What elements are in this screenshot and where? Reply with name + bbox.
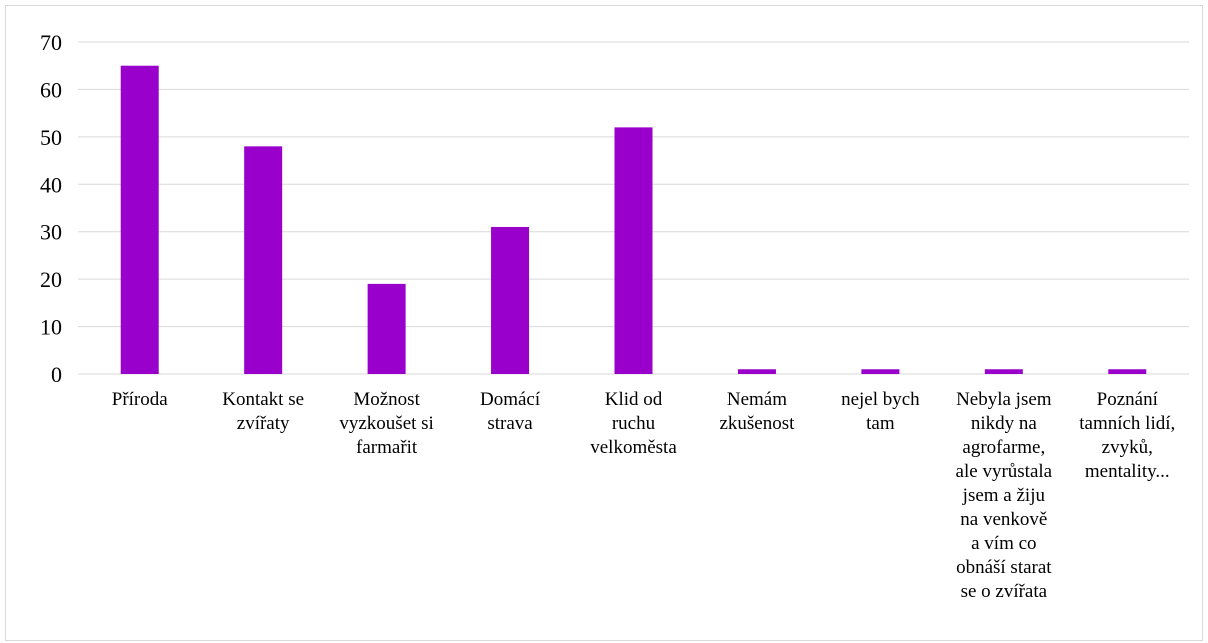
bar [1108,369,1147,374]
x-tick-label-line: agrofarme, [962,437,1046,458]
x-tick-label-line: na venkově [960,509,1048,530]
x-tick-label-line: nejel bych [841,389,920,410]
chart-area: 0 10 20 30 40 50 60 70 Příroda Kontakt se zvířaty… [5,5,1203,641]
x-tick-label-line: obnáší starat [956,557,1052,578]
x-tick-label-line: Možnost [353,389,420,410]
x-tick-label: Klid od ruchu velkoměsta [564,388,704,460]
y-tick-label: 30 [40,220,62,245]
x-tick-label-line: strava [487,413,533,434]
x-tick-label-line: velkoměsta [590,437,677,458]
x-tick-label-line: zvířaty [236,413,290,434]
x-tick-label-line: farmařit [356,437,418,458]
x-tick-label: nejel bych tam [810,388,950,436]
bar [614,127,653,374]
y-tick-label: 10 [40,315,62,340]
x-tick-label: Nemám zkušenost [687,388,827,436]
bar [244,146,283,374]
x-tick-label-line: mentality... [1084,461,1170,482]
bar [984,369,1023,374]
x-tick-label-line: tamních lidí, [1079,413,1176,434]
bar [737,369,776,374]
x-tick-label: Domácí strava [440,388,580,436]
x-tick-label: Kontakt se zvířaty [193,388,333,436]
x-tick-label-line: Nemám [726,389,788,410]
x-tick-label: Možnost vyzkoušet si farmařit [317,388,457,460]
bar [491,226,530,374]
x-tick-label-line: Nebyla jsem [956,389,1052,410]
x-tick-label-line: Poznání [1096,389,1158,410]
x-tick-label-line: zkušenost [719,413,795,434]
x-tick-label-line: Domácí [479,389,541,410]
x-tick-label-line: jsem a žiju [962,485,1045,506]
x-tick-label-line: a vím co [971,533,1037,554]
x-tick-label-line: Příroda [111,389,168,410]
y-tick-label: 0 [51,362,62,387]
x-tick-label-line: se o zvířata [960,581,1048,602]
y-tick-label: 20 [40,267,62,292]
x-tick-label: Příroda [70,388,210,412]
bar-chart: 0 10 20 30 40 50 60 70 [40,30,1189,387]
bar [367,283,406,374]
x-tick-label-line: nikdy na [970,413,1037,434]
x-tick-label-line: Kontakt se [222,389,305,410]
y-tick-label: 50 [40,125,62,150]
bar [120,65,159,374]
x-tick-label-line: zvyků, [1101,437,1153,458]
y-tick-label: 70 [40,30,62,55]
bar [861,369,900,374]
x-tick-label-line: ale vyrůstala [955,461,1053,482]
x-tick-label-line: tam [866,413,895,434]
x-tick-label-line: vyzkoušet si [339,413,434,434]
x-tick-label-line: Klid od [604,389,663,410]
y-tick-label: 60 [40,77,62,102]
y-tick-label: 40 [40,172,62,197]
x-tick-label: Nebyla jsem nikdy na agrofarme, ale vyrůsta… [934,388,1074,604]
x-tick-label: Poznání tamních lidí, zvyků, mentality... [1057,388,1197,484]
x-tick-label-line: ruchu [611,413,656,434]
